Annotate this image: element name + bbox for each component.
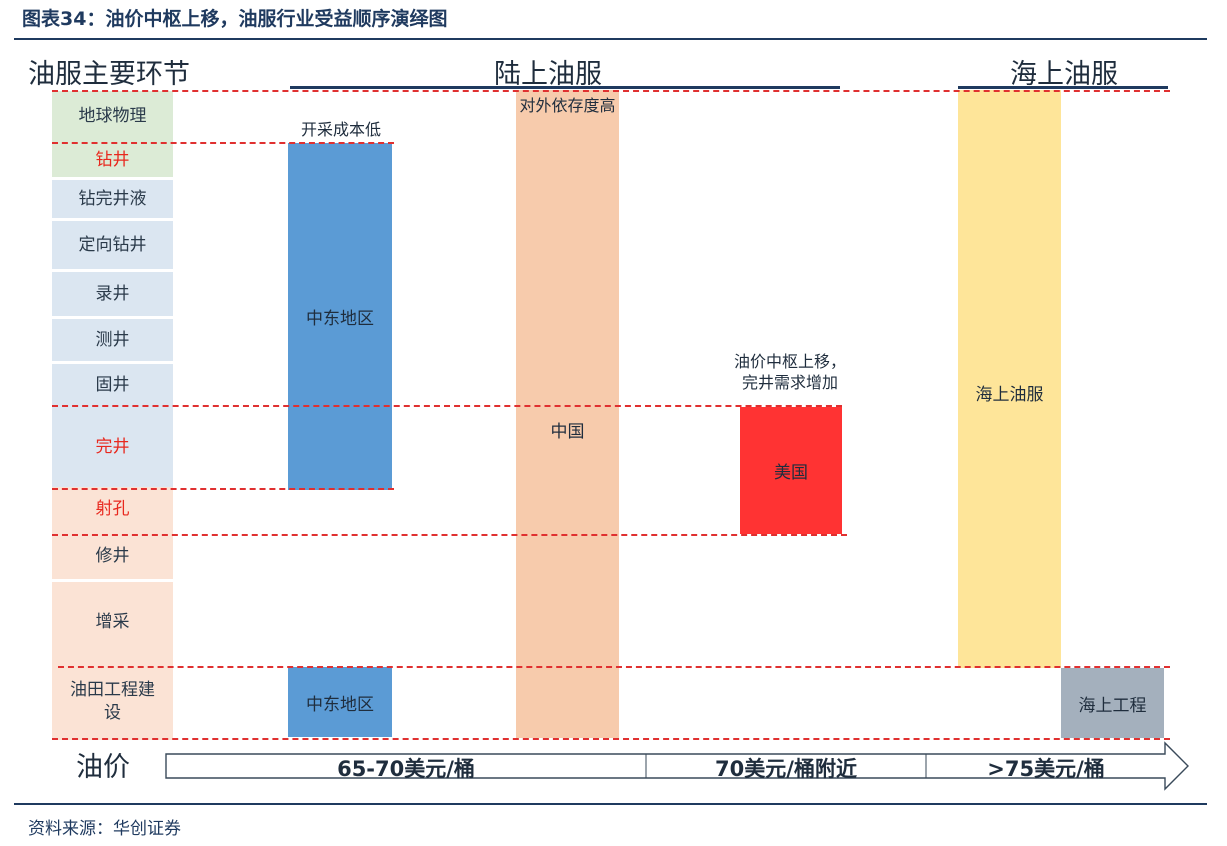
price-segment-3: >75美元/桶 (987, 757, 1105, 781)
onshore-underline (290, 86, 840, 89)
section-offshore: 海上油服 (1010, 59, 1118, 90)
dash-line-top (52, 90, 1170, 92)
stage-well-logging: 测井 (52, 318, 173, 363)
top-divider (14, 38, 1207, 40)
usa-note: 油价中枢上移， 完井需求增加 (715, 352, 865, 394)
dash-line-drilling (52, 142, 394, 144)
dash-line-perforation (52, 488, 394, 490)
source-note: 资料来源：华创证券 (28, 819, 181, 839)
stage-perforation: 射孔 (52, 487, 173, 531)
middle-east-label: 中东地区 (306, 309, 374, 329)
stage-drilling-fluid: 钻完井液 (52, 179, 173, 220)
price-segment-2: 70美元/桶附近 (715, 757, 857, 781)
stage-drilling: 钻井 (52, 141, 173, 179)
china-bar: 中国 (516, 90, 619, 738)
stage-geophysics: 地球物理 (52, 91, 173, 141)
offshore-engineering-bar: 海上工程 (1061, 668, 1164, 738)
middle-east-bottom-label: 中东地区 (306, 694, 374, 715)
stage-oilfield-engineering: 油田工程建设 (52, 664, 173, 740)
figure-title: 图表34：油价中枢上移，油服行业受益顺序演绎图 (22, 8, 448, 30)
dash-line-workover (52, 534, 847, 536)
stage-completion: 完井 (52, 407, 173, 487)
middle-east-bottom-bar: 中东地区 (288, 667, 392, 737)
stage-enhanced-recovery: 增采 (52, 581, 173, 664)
stage-directional-drilling: 定向钻井 (52, 220, 173, 271)
dash-line-engineering (58, 666, 1170, 668)
bottom-divider (14, 803, 1207, 805)
china-note: 对外依存度高 (519, 96, 616, 115)
china-label: 中国 (550, 422, 585, 442)
stage-mud-logging: 录井 (52, 271, 173, 318)
usa-note-line2: 完井需求增加 (741, 372, 838, 392)
dash-line-completion (52, 405, 842, 407)
price-segment-1: 65-70美元/桶 (337, 757, 475, 781)
stage-cementing: 固井 (52, 363, 173, 407)
section-main-links: 油服主要环节 (28, 59, 190, 90)
offshore-engineering-label: 海上工程 (1078, 695, 1147, 716)
price-axis-label: 油价 (76, 752, 130, 783)
usa-bar: 美国 (740, 407, 842, 534)
offshore-service-label: 海上油服 (975, 385, 1044, 405)
price-axis-arrow (165, 741, 1189, 791)
stage-workover: 修井 (52, 531, 173, 581)
dash-line-bottom (52, 738, 1170, 740)
offshore-underline (958, 86, 1168, 89)
middle-east-bar: 中东地区 (288, 143, 392, 490)
middle-east-note: 开采成本低 (300, 120, 381, 139)
usa-label: 美国 (774, 463, 808, 483)
usa-note-line1: 油价中枢上移， (733, 352, 846, 371)
section-onshore: 陆上油服 (494, 59, 602, 90)
offshore-service-bar: 海上油服 (958, 90, 1061, 668)
